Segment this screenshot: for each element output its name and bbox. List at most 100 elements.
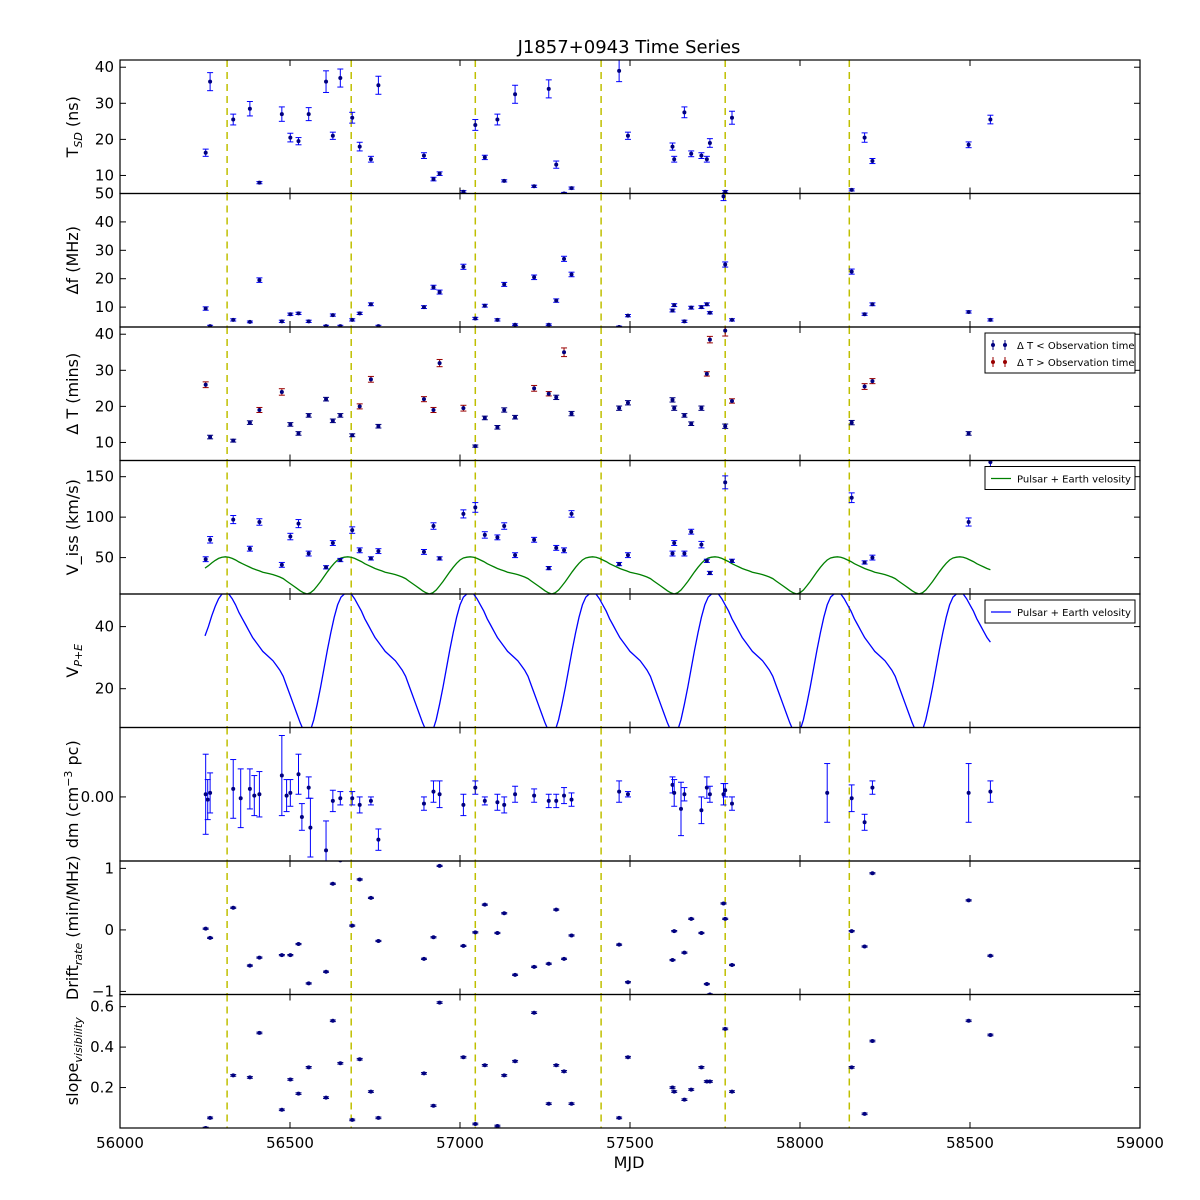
data-point xyxy=(561,547,568,554)
data-point xyxy=(375,938,382,943)
data-point xyxy=(337,791,344,806)
y-tick-label: 10 xyxy=(95,298,114,316)
data-point xyxy=(616,780,623,803)
data-point xyxy=(367,155,374,163)
data-point xyxy=(706,570,713,576)
data-point xyxy=(481,415,488,421)
data-point xyxy=(698,930,705,935)
data-point xyxy=(616,1115,623,1120)
data-point xyxy=(436,780,443,809)
data-point xyxy=(545,793,552,809)
data-point xyxy=(706,785,713,803)
y-tick-label: 40 xyxy=(95,213,114,231)
data-point xyxy=(501,796,508,814)
data-point xyxy=(329,418,336,424)
data-point xyxy=(295,431,302,436)
data-point xyxy=(420,1071,427,1076)
data-point xyxy=(323,565,330,570)
data-point xyxy=(323,820,330,861)
data-point xyxy=(230,515,237,525)
data-point xyxy=(481,531,488,539)
data-point xyxy=(472,444,479,449)
data-point xyxy=(287,532,294,541)
data-point xyxy=(681,950,688,955)
data-point xyxy=(512,322,519,327)
y-tick-label: 0 xyxy=(104,921,114,939)
data-point xyxy=(202,556,209,563)
data-point xyxy=(703,982,710,987)
data-point xyxy=(616,561,623,567)
data-point xyxy=(202,148,209,157)
data-point xyxy=(256,277,263,283)
data-point xyxy=(512,972,519,977)
data-point xyxy=(207,536,214,544)
y-tick-label: 0.4 xyxy=(90,1038,114,1056)
data-point xyxy=(553,793,560,809)
data-point xyxy=(278,388,285,396)
data-point xyxy=(501,281,508,287)
y-tick-label: 10 xyxy=(95,166,114,184)
data-point xyxy=(531,384,538,392)
data-point xyxy=(688,528,695,535)
y-axis-label: V_iss (km/s) xyxy=(63,479,83,575)
data-point xyxy=(681,787,688,802)
data-point xyxy=(481,902,488,907)
plot-area xyxy=(202,994,994,1128)
y-axis-label: Driftrate (min/MHz) xyxy=(63,855,85,1000)
data-point xyxy=(987,114,994,125)
data-point xyxy=(207,772,214,814)
data-point xyxy=(337,68,344,88)
plot-area xyxy=(202,60,994,194)
data-point xyxy=(472,1121,479,1126)
legend-entry: Δ T < Observation time xyxy=(991,340,1135,352)
data-point xyxy=(349,317,356,322)
data-point xyxy=(568,1101,575,1106)
data-point xyxy=(287,953,294,958)
data-point xyxy=(436,863,443,868)
data-point xyxy=(722,423,729,429)
data-point xyxy=(624,131,631,140)
data-point xyxy=(669,142,676,151)
data-point xyxy=(729,398,735,404)
data-point xyxy=(278,1107,285,1112)
data-point xyxy=(329,1018,336,1023)
x-tick-label: 58000 xyxy=(776,1134,824,1152)
data-point xyxy=(207,1115,214,1120)
data-point xyxy=(869,378,876,385)
data-point xyxy=(869,780,876,795)
y-axis-label: TSD (ns) xyxy=(63,96,85,158)
y-tick-label: 100 xyxy=(85,508,114,526)
plot-area xyxy=(202,460,994,594)
data-point xyxy=(553,394,560,401)
data-point xyxy=(305,550,312,557)
data-point xyxy=(501,911,508,916)
data-point xyxy=(824,763,831,823)
y-axis-label: dm (cm−3 pc) xyxy=(62,740,82,848)
data-point xyxy=(729,1089,735,1094)
data-point xyxy=(688,421,695,427)
data-point xyxy=(356,403,363,410)
data-point xyxy=(616,942,623,947)
data-point xyxy=(305,981,312,986)
data-point xyxy=(430,935,437,940)
data-point xyxy=(965,763,972,823)
data-point xyxy=(230,905,237,910)
data-point xyxy=(230,317,237,322)
data-point xyxy=(349,526,356,534)
data-point xyxy=(501,1073,508,1078)
panel-7: 0.2 0.4 0.6 slopevisibility xyxy=(63,993,1141,1129)
data-point xyxy=(501,522,508,530)
data-point xyxy=(848,784,855,813)
data-point xyxy=(698,405,705,411)
panel-4: 20 40 VP+E Pulsar + Earth velosity xyxy=(63,593,1141,729)
data-point xyxy=(722,261,729,268)
data-point xyxy=(367,895,374,900)
data-point xyxy=(494,113,501,126)
data-point xyxy=(848,492,855,504)
data-point xyxy=(545,79,552,99)
legend-entry: Pulsar + Earth velosity xyxy=(991,608,1131,619)
data-point xyxy=(278,106,285,122)
data-point xyxy=(430,176,437,182)
data-point xyxy=(561,255,568,262)
